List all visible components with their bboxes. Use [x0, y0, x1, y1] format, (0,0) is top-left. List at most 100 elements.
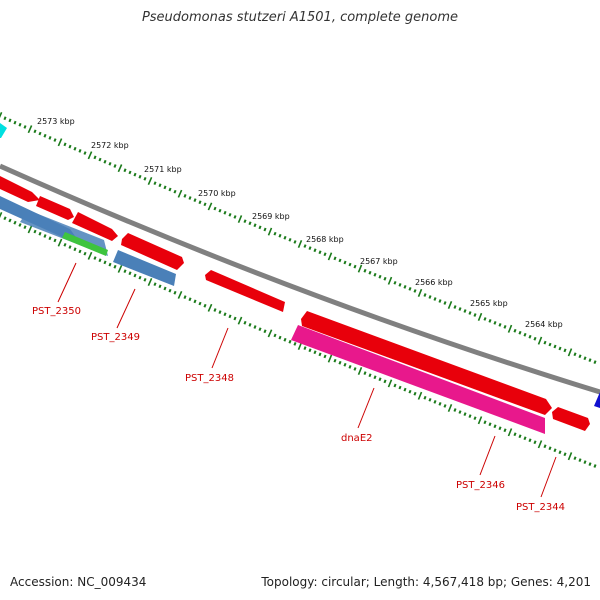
minor-tick: [458, 410, 462, 414]
minor-tick: [113, 264, 117, 269]
minor-tick: [548, 446, 552, 451]
gene-arrow-pst2350[interactable]: [121, 233, 184, 270]
minor-tick: [108, 162, 112, 166]
minor-tick: [263, 329, 267, 334]
major-tick: [117, 164, 123, 173]
major-tick: [87, 251, 93, 260]
minor-tick: [258, 225, 262, 230]
label-leaders: [57, 262, 557, 498]
minor-tick: [348, 365, 352, 369]
minor-tick: [308, 246, 312, 250]
genome-summary-text: Topology: circular; Length: 4,567,418 bp…: [261, 575, 591, 589]
minor-tick: [363, 268, 367, 273]
minor-tick: [313, 248, 317, 253]
dark-blue-feature[interactable]: [594, 392, 600, 408]
minor-tick: [423, 293, 427, 297]
minor-tick: [303, 244, 307, 248]
minor-tick: [48, 236, 52, 241]
minor-tick: [318, 352, 322, 357]
gene-label-pst2348[interactable]: PST_2348: [185, 373, 234, 384]
minor-tick: [348, 262, 352, 267]
minor-tick: [493, 424, 497, 429]
minor-tick: [93, 155, 97, 160]
major-tick: [177, 189, 183, 198]
minor-tick: [293, 342, 297, 346]
minor-tick: [563, 348, 567, 353]
scale-label-2569: 2569 kbp: [252, 212, 290, 221]
minor-tick: [493, 321, 497, 325]
minor-tick: [383, 276, 387, 281]
major-tick: [537, 336, 543, 345]
minor-tick: [273, 333, 277, 338]
minor-tick: [393, 383, 397, 388]
scale-label-2572: 2572 kbp: [91, 141, 129, 150]
gene-label-pst2350[interactable]: PST_2350: [32, 306, 81, 317]
gene-arrow-pst2348[interactable]: [205, 270, 285, 312]
minor-tick: [273, 231, 277, 236]
minor-tick: [138, 174, 142, 179]
gene-label-pst2346[interactable]: PST_2346: [456, 480, 505, 491]
minor-tick: [133, 273, 137, 278]
gene-arrow-pst2344[interactable]: [552, 407, 590, 431]
major-tick: [207, 202, 213, 211]
minor-tick: [333, 256, 337, 261]
minor-tick: [593, 360, 597, 364]
major-tick: [237, 316, 243, 325]
minor-tick: [183, 194, 187, 198]
minor-tick: [143, 278, 147, 282]
minor-tick: [318, 250, 322, 255]
minor-tick: [213, 206, 217, 211]
minor-tick: [338, 258, 342, 263]
minor-tick: [53, 238, 57, 243]
minor-tick: [83, 251, 87, 256]
minor-tick: [133, 172, 137, 177]
minor-tick: [533, 440, 537, 445]
minor-tick: [258, 327, 262, 331]
minor-tick: [303, 346, 307, 350]
minor-tick: [503, 325, 507, 329]
minor-tick: [253, 325, 257, 329]
minor-tick: [198, 200, 202, 205]
minor-tick: [553, 344, 557, 349]
minor-tick: [263, 227, 267, 232]
scale-label-2568: 2568 kbp: [306, 235, 344, 244]
minor-tick: [218, 208, 222, 213]
major-tick: [327, 252, 333, 261]
minor-tick: [498, 323, 502, 327]
minor-tick: [98, 157, 102, 162]
pink-feature-pst2346[interactable]: [291, 325, 545, 434]
gene-arrow[interactable]: [0, 176, 40, 202]
major-tick: [567, 452, 573, 461]
major-tick: [477, 416, 483, 425]
minor-tick: [578, 458, 582, 462]
green-feature[interactable]: [62, 232, 108, 256]
minor-tick: [13, 120, 17, 125]
major-tick: [177, 290, 183, 299]
minor-tick: [223, 210, 227, 215]
minor-tick: [103, 260, 107, 265]
cyan-feature[interactable]: [0, 123, 7, 138]
gene-arrow[interactable]: [36, 196, 74, 220]
minor-tick: [83, 151, 87, 155]
blue-feature-pst2349[interactable]: [113, 250, 176, 286]
gene-label-dnae2[interactable]: dnaE2: [341, 433, 373, 444]
minor-tick: [193, 299, 197, 304]
gene-label-pst2349[interactable]: PST_2349: [91, 332, 140, 343]
minor-tick: [128, 271, 132, 276]
major-tick: [477, 312, 483, 321]
minor-tick: [63, 243, 67, 247]
gene-arrow-dnae2[interactable]: [301, 311, 552, 415]
minor-tick: [373, 375, 377, 380]
gene-label-pst2344[interactable]: PST_2344: [516, 502, 565, 513]
lower-scale-ring: [0, 211, 597, 468]
minor-tick: [503, 428, 507, 433]
minor-tick: [403, 387, 407, 392]
minor-tick: [443, 301, 447, 305]
minor-tick: [23, 125, 27, 129]
major-tick: [297, 239, 303, 249]
minor-tick: [8, 218, 12, 223]
gene-arrow[interactable]: [72, 212, 118, 241]
minor-tick: [333, 358, 337, 363]
minor-tick: [293, 240, 297, 244]
